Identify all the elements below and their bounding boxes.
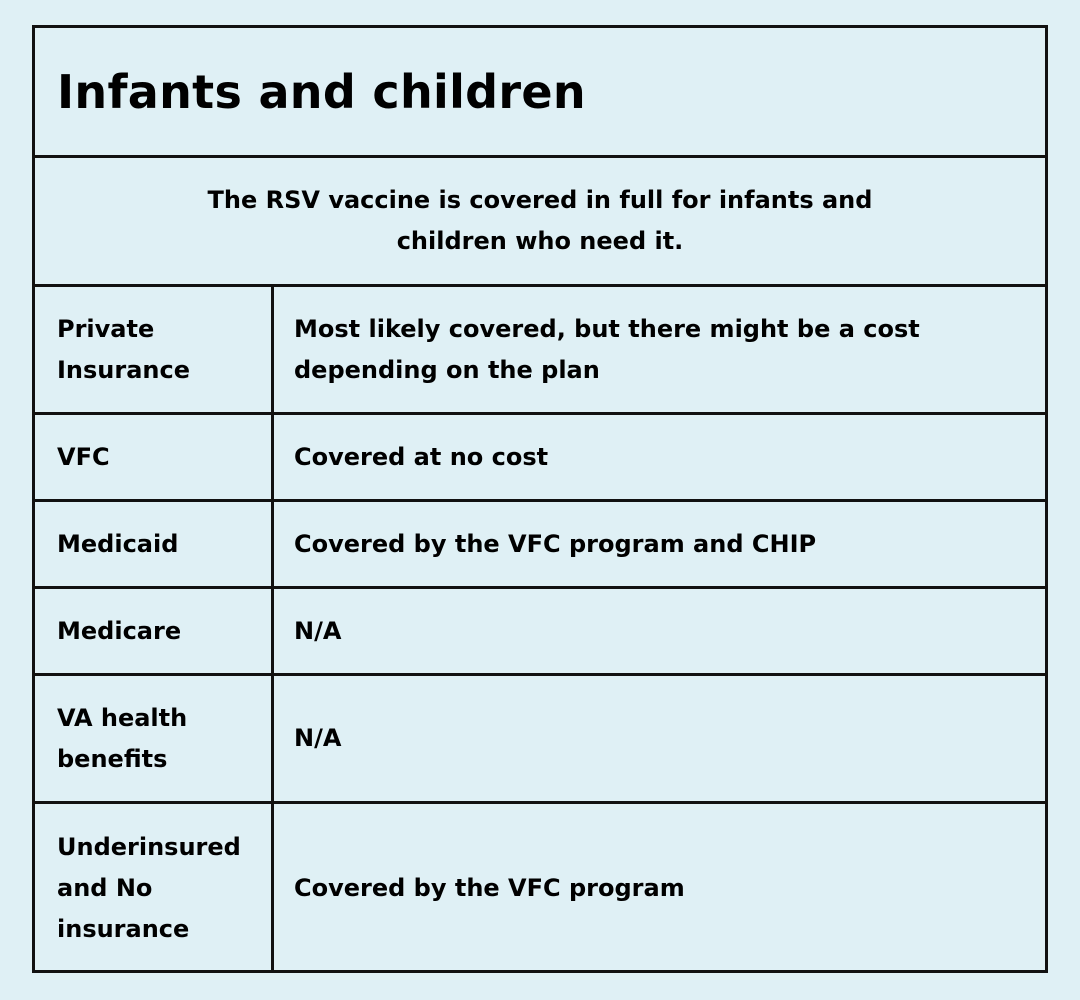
subtitle-row: The RSV vaccine is covered in full for i…: [35, 158, 1045, 287]
row-value: Covered by the VFC program and CHIP: [294, 529, 817, 558]
row-value: Covered by the VFC program: [294, 873, 685, 902]
row-label: Medicaid: [35, 502, 274, 586]
row-value: N/A: [294, 616, 342, 645]
table-row-va-health-benefits: VA health benefits N/A: [35, 676, 1045, 804]
title-row: Infants and children: [35, 28, 1045, 158]
coverage-card: Infants and children The RSV vaccine is …: [32, 25, 1048, 973]
table-row-vfc: VFC Covered at no cost: [35, 415, 1045, 502]
table-row-medicare: Medicare N/A: [35, 589, 1045, 676]
subtitle: The RSV vaccine is covered in full for i…: [207, 186, 873, 255]
row-value: Covered at no cost: [294, 442, 549, 471]
row-value: N/A: [294, 724, 342, 752]
coverage-table: Private Insurance Most likely covered, b…: [35, 287, 1045, 972]
table-row-private-insurance: Private Insurance Most likely covered, b…: [35, 287, 1045, 415]
table-row-underinsured: Underinsured and No insurance Covered by…: [35, 804, 1045, 972]
row-label: Underinsured and No insurance: [35, 804, 274, 972]
row-value: Most likely covered, but there might be …: [294, 314, 920, 384]
row-label: VA health benefits: [35, 676, 274, 801]
row-label: VFC: [35, 415, 274, 499]
page-title: Infants and children: [57, 64, 586, 119]
row-label: Private Insurance: [35, 287, 274, 412]
row-label: Medicare: [35, 589, 274, 673]
table-row-medicaid: Medicaid Covered by the VFC program and …: [35, 502, 1045, 589]
